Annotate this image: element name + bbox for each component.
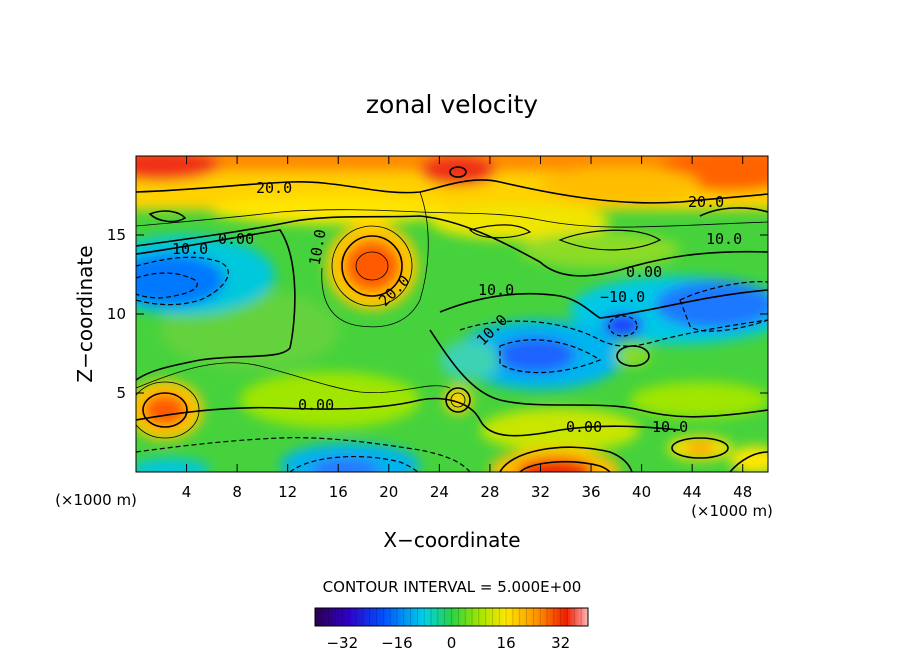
contour-ring xyxy=(445,387,471,413)
contour-lines xyxy=(136,166,768,472)
x-tick-label: 12 xyxy=(278,483,297,501)
colorbar-tick-label: −16 xyxy=(381,634,413,652)
contour-label: 10.0 xyxy=(706,230,742,248)
x-tick-label: 24 xyxy=(430,483,449,501)
contour-ring xyxy=(671,437,729,459)
contour-label: 0.00 xyxy=(218,230,254,248)
contour-10 xyxy=(729,451,768,472)
contour-ring xyxy=(608,315,638,337)
colorbar-tick-label: 0 xyxy=(447,634,457,652)
contour-neg10 xyxy=(459,319,768,347)
contour-0 xyxy=(429,329,768,418)
colorbar-tick-label: −32 xyxy=(326,634,358,652)
contour-ring xyxy=(450,392,466,408)
contour-interval-label: CONTOUR INTERVAL = 5.000E+00 xyxy=(323,578,582,596)
colorbar-tick-label: 16 xyxy=(497,634,516,652)
contour-20 xyxy=(136,179,768,204)
colorbar-tick-label: 32 xyxy=(551,634,570,652)
contour-ring xyxy=(136,381,200,439)
y-tick-label: 5 xyxy=(116,384,126,402)
x-axis-label: X−coordinate xyxy=(383,528,520,552)
x-tick-label: 36 xyxy=(581,483,600,501)
contour-label: −10.0 xyxy=(600,288,645,306)
plot-area: 20.0 20.0 10.0 0.00 10.0 20.0 10.0 0.00 … xyxy=(135,155,769,473)
contour-label: 0.00 xyxy=(566,418,602,436)
contour-label: 0.00 xyxy=(626,263,662,281)
contour-label: 0.00 xyxy=(298,396,334,414)
contour-neg20 xyxy=(289,455,419,472)
contour-label: 20.0 xyxy=(688,193,724,211)
y-axis-label: Z−coordinate xyxy=(73,245,97,382)
x-tick-labels: 4 8 12 16 20 24 28 32 36 40 44 48 xyxy=(182,483,752,501)
contour-label: 10.0 xyxy=(652,418,688,436)
contour-ring xyxy=(468,224,532,239)
contour-20 xyxy=(699,207,768,217)
y-tick-label: 15 xyxy=(107,226,126,244)
colorbar-frame xyxy=(314,607,589,627)
contour-ring xyxy=(341,235,403,297)
chart-title: zonal velocity xyxy=(366,90,538,119)
x-tick-label: 4 xyxy=(182,483,192,501)
colorbar xyxy=(315,608,588,626)
contour-labels: 20.0 20.0 10.0 0.00 10.0 20.0 10.0 0.00 … xyxy=(172,179,742,436)
contour-neg20 xyxy=(136,272,198,299)
contour-neg20 xyxy=(499,339,602,374)
contour-20 xyxy=(519,460,611,472)
x-tick-label: 28 xyxy=(480,483,499,501)
y-tick-labels: 5 10 15 xyxy=(107,226,126,402)
contour-ring xyxy=(355,251,389,281)
contour-ring xyxy=(148,210,187,223)
x-units-right: (×1000 m) xyxy=(691,502,773,520)
contour-10 xyxy=(136,215,768,277)
contour-ring xyxy=(142,392,188,428)
contour-neg10 xyxy=(136,256,229,306)
contour-label: 20.0 xyxy=(256,179,292,197)
contour-thin xyxy=(136,362,451,394)
contour-label: 10.0 xyxy=(306,228,330,267)
colorbar-stripes xyxy=(314,608,589,626)
contour-thin xyxy=(136,209,768,228)
contour-ring xyxy=(331,225,413,307)
x-tick-label: 44 xyxy=(683,483,702,501)
x-tick-label: 16 xyxy=(329,483,348,501)
x-units-left: (×1000 m) xyxy=(55,491,137,509)
contour-0 xyxy=(136,397,681,437)
contour-10 xyxy=(499,446,633,472)
contour-label: 10.0 xyxy=(172,240,208,258)
x-tick-label: 32 xyxy=(531,483,550,501)
contour-neg20 xyxy=(679,281,768,332)
contour-label: 10.0 xyxy=(478,281,514,299)
x-tick-label: 8 xyxy=(232,483,242,501)
contour-0 xyxy=(136,229,296,381)
axis-ticks xyxy=(136,156,768,472)
contour-0 xyxy=(439,289,768,319)
colorbar-tick-labels: −32 −16 0 16 32 xyxy=(326,634,570,652)
x-tick-label: 40 xyxy=(632,483,651,501)
x-tick-label: 48 xyxy=(733,483,752,501)
contour-ring xyxy=(558,229,662,251)
y-tick-label: 10 xyxy=(107,305,126,323)
contour-ring xyxy=(616,345,650,367)
contour-thin xyxy=(321,191,429,328)
contour-ring xyxy=(449,166,467,178)
contour-neg10 xyxy=(136,437,471,472)
x-tick-label: 20 xyxy=(379,483,398,501)
